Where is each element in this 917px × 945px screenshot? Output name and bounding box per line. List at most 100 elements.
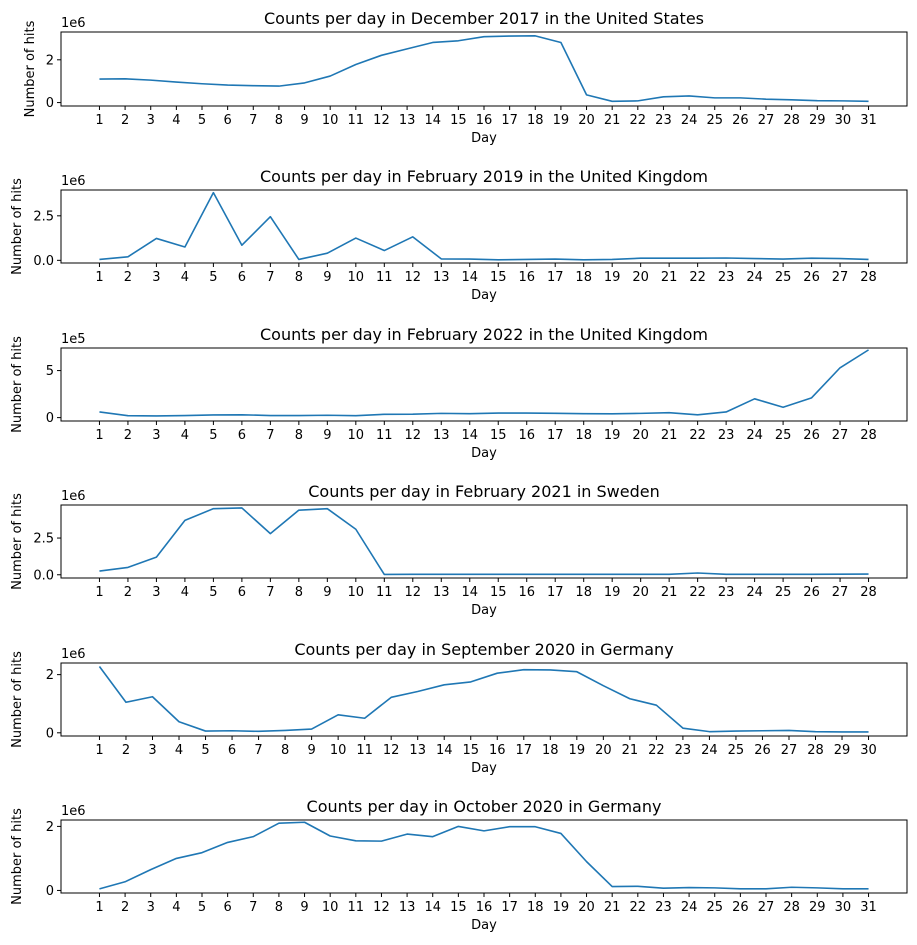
x-axis-label: Day bbox=[471, 603, 497, 618]
x-tick-label: 2 bbox=[122, 743, 130, 758]
x-axis-label: Day bbox=[471, 918, 497, 933]
x-tick-label: 21 bbox=[661, 428, 678, 443]
x-tick-label: 30 bbox=[835, 113, 852, 128]
x-tick-label: 11 bbox=[348, 900, 365, 915]
y-tick-label: 0.0 bbox=[33, 254, 54, 269]
x-tick-label: 22 bbox=[689, 585, 706, 600]
x-tick-label: 12 bbox=[405, 428, 422, 443]
chart-title: Counts per day in October 2020 in German… bbox=[307, 797, 662, 816]
axes-frame bbox=[60, 662, 908, 737]
x-tick-label: 13 bbox=[433, 428, 450, 443]
x-tick-label: 21 bbox=[661, 270, 678, 285]
x-tick-label: 13 bbox=[433, 585, 450, 600]
x-tick-label: 18 bbox=[527, 113, 544, 128]
chart-title: Counts per day in December 2017 in the U… bbox=[264, 9, 704, 28]
x-tick-label: 7 bbox=[254, 743, 262, 758]
x-tick-label: 2 bbox=[121, 113, 129, 128]
x-tick-label: 16 bbox=[476, 900, 493, 915]
y-tick-label: 0.0 bbox=[33, 568, 54, 583]
x-axis-label: Day bbox=[471, 761, 497, 776]
x-tick-label: 6 bbox=[238, 270, 246, 285]
x-tick-label: 25 bbox=[775, 270, 792, 285]
x-tick-label: 28 bbox=[860, 270, 877, 285]
y-tick-label: 2 bbox=[46, 53, 54, 68]
x-tick-label: 21 bbox=[661, 585, 678, 600]
x-tick-label: 9 bbox=[323, 270, 331, 285]
x-tick-label: 23 bbox=[718, 585, 735, 600]
x-tick-label: 28 bbox=[860, 428, 877, 443]
x-tick-label: 4 bbox=[172, 900, 180, 915]
x-tick-label: 17 bbox=[501, 900, 518, 915]
subplot-6: Counts per day in October 2020 in German… bbox=[10, 797, 908, 933]
x-tick-label: 19 bbox=[553, 113, 570, 128]
x-tick-label: 27 bbox=[832, 270, 849, 285]
x-tick-label: 12 bbox=[405, 270, 422, 285]
series-line bbox=[99, 507, 869, 576]
x-tick-label: 14 bbox=[461, 270, 478, 285]
x-tick-label: 15 bbox=[462, 743, 479, 758]
x-tick-label: 4 bbox=[181, 585, 189, 600]
x-tick-label: 4 bbox=[175, 743, 183, 758]
x-tick-label: 6 bbox=[238, 428, 246, 443]
x-tick-label: 10 bbox=[348, 585, 365, 600]
x-tick-label: 3 bbox=[147, 900, 155, 915]
x-tick-label: 5 bbox=[209, 585, 217, 600]
y-tick-label: 0 bbox=[46, 884, 54, 899]
x-tick-label: 14 bbox=[424, 900, 441, 915]
x-tick-label: 12 bbox=[405, 585, 422, 600]
x-tick-label: 18 bbox=[575, 585, 592, 600]
x-tick-label: 5 bbox=[198, 113, 206, 128]
x-tick-label: 26 bbox=[732, 900, 749, 915]
x-tick-label: 10 bbox=[322, 900, 339, 915]
x-tick-label: 4 bbox=[181, 270, 189, 285]
x-tick-label: 9 bbox=[307, 743, 315, 758]
x-axis-label: Day bbox=[471, 446, 497, 461]
x-tick-label: 27 bbox=[758, 113, 775, 128]
x-tick-label: 7 bbox=[249, 113, 257, 128]
y-offset-label: 1e6 bbox=[61, 16, 86, 31]
x-tick-label: 3 bbox=[147, 113, 155, 128]
x-tick-label: 3 bbox=[152, 428, 160, 443]
x-tick-label: 27 bbox=[758, 900, 775, 915]
x-tick-label: 16 bbox=[489, 743, 506, 758]
y-tick-label: 2 bbox=[46, 668, 54, 683]
series-line bbox=[99, 349, 869, 417]
x-tick-label: 27 bbox=[832, 428, 849, 443]
x-tick-label: 26 bbox=[803, 270, 820, 285]
x-tick-label: 29 bbox=[809, 900, 826, 915]
chart-title: Counts per day in September 2020 in Germ… bbox=[294, 640, 673, 659]
y-axis-label: Number of hits bbox=[10, 493, 25, 590]
x-tick-label: 7 bbox=[266, 428, 274, 443]
x-tick-label: 6 bbox=[238, 585, 246, 600]
x-tick-label: 1 bbox=[95, 900, 103, 915]
x-tick-label: 20 bbox=[632, 270, 649, 285]
subplot-5: Counts per day in September 2020 in Germ… bbox=[10, 640, 908, 776]
x-tick-label: 11 bbox=[348, 113, 365, 128]
x-tick-label: 11 bbox=[356, 743, 373, 758]
x-tick-label: 7 bbox=[249, 900, 257, 915]
x-tick-label: 24 bbox=[746, 428, 763, 443]
x-tick-label: 18 bbox=[575, 428, 592, 443]
x-tick-label: 8 bbox=[275, 900, 283, 915]
subplot-4: Counts per day in February 2021 in Swede… bbox=[10, 482, 908, 618]
x-tick-label: 30 bbox=[835, 900, 852, 915]
axes-frame bbox=[60, 189, 908, 264]
x-tick-label: 1 bbox=[95, 585, 103, 600]
chart-title: Counts per day in February 2021 in Swede… bbox=[308, 482, 659, 501]
y-axis-label: Number of hits bbox=[10, 651, 25, 748]
series-line bbox=[99, 35, 869, 103]
x-tick-label: 16 bbox=[518, 428, 535, 443]
y-tick-label: 2.5 bbox=[33, 532, 54, 547]
x-tick-label: 5 bbox=[198, 900, 206, 915]
x-tick-label: 22 bbox=[630, 113, 647, 128]
x-tick-label: 20 bbox=[632, 585, 649, 600]
x-tick-label: 4 bbox=[172, 113, 180, 128]
x-tick-label: 17 bbox=[547, 270, 564, 285]
x-tick-label: 6 bbox=[223, 900, 231, 915]
x-tick-label: 4 bbox=[181, 428, 189, 443]
x-tick-label: 13 bbox=[409, 743, 426, 758]
y-tick-label: 0 bbox=[46, 411, 54, 426]
x-tick-label: 23 bbox=[655, 900, 672, 915]
x-tick-label: 13 bbox=[399, 900, 416, 915]
x-tick-label: 24 bbox=[746, 585, 763, 600]
